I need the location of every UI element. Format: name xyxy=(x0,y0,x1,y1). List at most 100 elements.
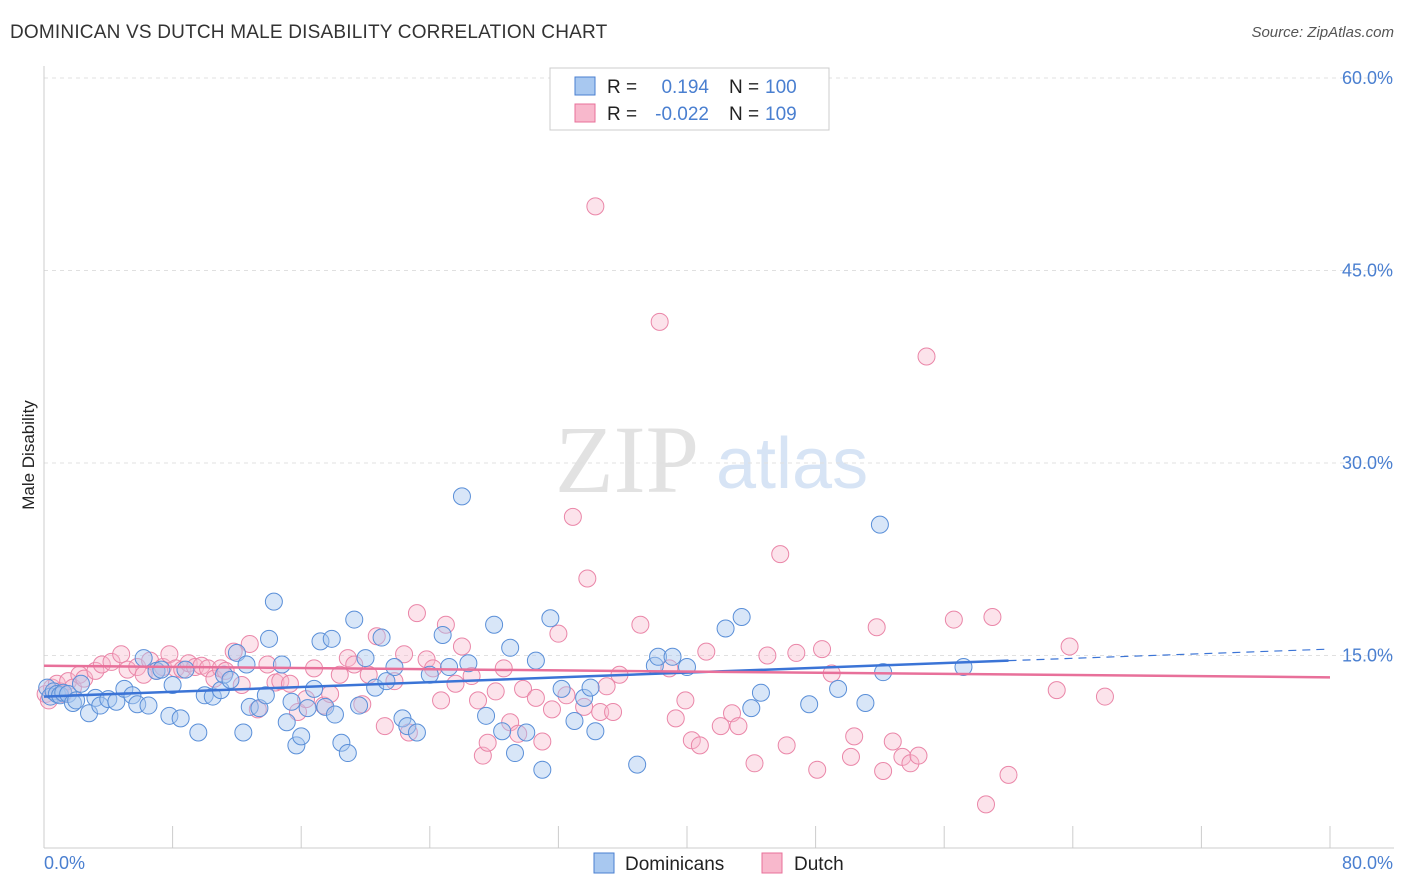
dutch-point xyxy=(983,608,1002,626)
dutch-point xyxy=(697,642,716,661)
dutch-point xyxy=(280,674,299,693)
dominican-trend-extension xyxy=(1008,648,1331,662)
dutch-point xyxy=(666,709,685,728)
dominican-point xyxy=(565,711,584,730)
dutch-point xyxy=(494,659,513,678)
dominican-point xyxy=(459,654,478,673)
legend-label-dominicans: Dominicans xyxy=(625,854,724,875)
dominican-point xyxy=(586,722,605,741)
dutch-point xyxy=(650,312,669,331)
y-tick-label: 30.0% xyxy=(1342,453,1393,473)
dutch-trend-line xyxy=(43,664,1331,679)
dominican-point xyxy=(176,660,195,679)
dominican-point xyxy=(870,515,889,534)
dominican-point xyxy=(751,683,770,702)
dutch-point xyxy=(787,643,806,662)
dominican-point xyxy=(325,705,344,724)
dominican-point xyxy=(663,647,682,666)
dominican-point xyxy=(272,655,291,674)
dominican-point xyxy=(356,649,375,668)
dutch-point xyxy=(976,795,995,814)
dominican-point xyxy=(305,679,324,698)
legend-n-label: N = xyxy=(729,77,759,98)
dominican-point xyxy=(407,723,426,742)
dutch-point xyxy=(112,645,131,664)
dutch-point xyxy=(1095,687,1114,706)
dutch-point xyxy=(808,760,827,779)
x-tick-label: 0.0% xyxy=(44,853,85,873)
dutch-point xyxy=(478,733,497,752)
stats-legend: R = 0.194 N = 100 R = -0.022 N = 109 xyxy=(549,67,830,131)
dominican-point xyxy=(227,643,246,662)
dominican-point xyxy=(264,592,283,611)
dutch-point xyxy=(841,747,860,766)
dominican-point xyxy=(282,692,301,711)
dominican-point xyxy=(350,696,369,715)
dominican-point xyxy=(338,744,357,763)
dutch-point xyxy=(604,702,623,721)
y-axis-label: Male Disability xyxy=(19,400,38,510)
dominican-point xyxy=(649,647,668,666)
dutch-point xyxy=(549,624,568,643)
legend-r-label: R = xyxy=(607,77,637,98)
dutch-point xyxy=(745,754,764,773)
dominican-point xyxy=(433,625,452,644)
dutch-point xyxy=(999,765,1018,784)
source-label: Source: ZipAtlas.com xyxy=(1251,24,1394,41)
dutch-point xyxy=(526,688,545,707)
dominican-point xyxy=(345,610,364,629)
dutch-point xyxy=(446,674,465,693)
dominican-point xyxy=(541,609,560,628)
dutch-point xyxy=(777,736,796,755)
legend-swatch-dutch xyxy=(761,852,783,874)
dominican-point xyxy=(440,658,459,677)
dutch-point xyxy=(867,618,886,637)
dutch-point xyxy=(375,717,394,736)
watermark-atlas: atlas xyxy=(716,424,868,504)
dutch-point xyxy=(909,746,928,765)
dutch-point xyxy=(597,677,616,696)
dominican-point xyxy=(171,709,190,728)
dutch-point xyxy=(917,347,936,366)
dutch-point xyxy=(288,702,307,721)
dutch-point xyxy=(407,604,426,623)
dominican-point xyxy=(377,672,396,691)
dominican-point xyxy=(372,628,391,647)
dominican-point xyxy=(152,660,171,679)
dutch-point xyxy=(578,569,597,588)
watermark: ZIP atlas xyxy=(555,406,868,513)
dominican-point xyxy=(628,755,647,774)
dutch-point xyxy=(586,197,605,216)
dominican-point xyxy=(517,723,536,742)
dominican-point xyxy=(316,697,335,716)
dutch-point xyxy=(631,615,650,634)
dominican-point xyxy=(237,655,256,674)
y-tick-label: 60.0% xyxy=(1342,68,1393,88)
dutch-point xyxy=(874,762,893,780)
dutch-point xyxy=(729,717,748,736)
dominican-point xyxy=(581,678,600,697)
y-tick-label: 45.0% xyxy=(1342,261,1393,281)
dominican-point xyxy=(221,670,240,689)
dominican-point xyxy=(277,713,296,732)
dutch-point xyxy=(432,691,451,710)
dominican-point xyxy=(856,693,875,712)
legend-n-value: 109 xyxy=(765,104,797,125)
dutch-point xyxy=(711,717,730,736)
dominican-point xyxy=(287,736,306,755)
legend-r-label: R = xyxy=(607,104,637,125)
dominican-point xyxy=(163,676,182,695)
dominican-point xyxy=(139,696,158,715)
legend-n-label: N = xyxy=(729,104,759,125)
legend-swatch-dominicans xyxy=(593,852,615,874)
dutch-point xyxy=(845,727,864,746)
dominican-point xyxy=(234,723,253,742)
dutch-point xyxy=(813,640,832,659)
chart-title: DOMINICAN VS DUTCH MALE DISABILITY CORRE… xyxy=(10,22,608,43)
dutch-point xyxy=(240,634,259,653)
dutch-point xyxy=(452,637,471,656)
dominican-point xyxy=(322,629,341,648)
dutch-point xyxy=(944,610,963,629)
dominican-point xyxy=(485,615,504,634)
dominican-point xyxy=(533,760,552,779)
